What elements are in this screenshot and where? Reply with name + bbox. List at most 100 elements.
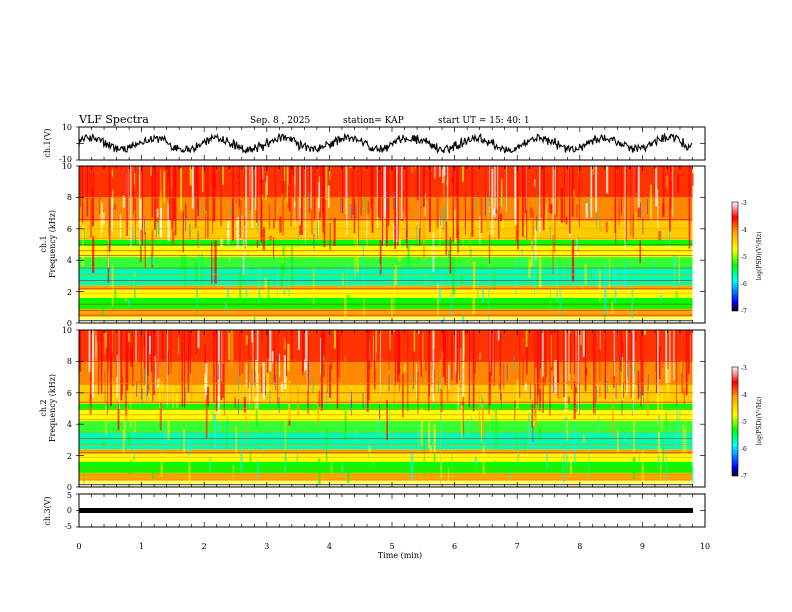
spec2-texture xyxy=(531,403,534,442)
spec2-texture xyxy=(662,446,664,465)
spec2-burst xyxy=(575,330,577,388)
spec1-texture xyxy=(82,225,84,267)
spec1-burst xyxy=(195,166,197,228)
spec1-dip xyxy=(393,192,395,208)
spec2-texture xyxy=(635,330,637,342)
spec2-texture xyxy=(254,396,257,422)
spec1-texture xyxy=(604,313,606,322)
spec2-texture xyxy=(499,381,501,389)
spec1-burst xyxy=(249,166,251,210)
spec2-burst xyxy=(522,330,524,386)
spec2-burst xyxy=(549,330,551,416)
spec2-burst xyxy=(220,330,223,401)
spec2-texture xyxy=(439,444,441,485)
spec2-texture xyxy=(329,364,332,398)
spec1-texture xyxy=(333,218,336,247)
spec2-texture xyxy=(582,330,585,357)
spec1-texture xyxy=(163,171,166,203)
spec2-texture xyxy=(151,467,155,480)
spec2-texture xyxy=(423,435,425,478)
spec2-burst xyxy=(323,330,325,378)
spec2-burst xyxy=(285,330,287,377)
spec1-dip xyxy=(387,194,388,210)
ch1-waveform-ticks xyxy=(76,126,706,161)
spec2-burst xyxy=(303,330,304,372)
spec1-texture xyxy=(425,170,427,201)
spec1-burst xyxy=(625,166,627,242)
spec1-dip xyxy=(189,223,191,240)
xtick-8: 8 xyxy=(577,542,582,551)
spec1-texture xyxy=(549,285,551,312)
spec2-texture xyxy=(211,436,213,445)
spec2-texture xyxy=(631,330,633,333)
spec2-texture xyxy=(361,330,364,344)
spec2-texture xyxy=(251,330,253,343)
spec1-burst xyxy=(563,166,565,223)
spec1-dip xyxy=(474,196,476,212)
spec2-dip xyxy=(265,379,266,396)
spec1-texture xyxy=(152,256,155,265)
spec1-burst xyxy=(92,166,94,227)
spec2-texture xyxy=(277,427,279,445)
spec2-texture xyxy=(103,441,106,447)
spec1-burst xyxy=(455,166,457,239)
ch2-spectrogram-panel: 10 8 6 4 2 0 xyxy=(62,326,706,492)
spec1-texture xyxy=(416,166,419,201)
spec1-burst xyxy=(554,166,556,214)
spec2-burst xyxy=(500,330,501,400)
spec1-burst xyxy=(484,166,486,217)
spec2-dip xyxy=(438,377,440,394)
spec2-burst xyxy=(519,330,521,398)
spec1-burst xyxy=(406,166,408,240)
spec2-texture xyxy=(464,330,467,336)
spec2-burst xyxy=(215,330,218,411)
spec2-texture xyxy=(417,330,420,335)
spec1-texture xyxy=(523,226,526,235)
spec2-texture xyxy=(105,405,107,436)
spec1-burst xyxy=(447,166,449,221)
spec2-texture xyxy=(573,381,576,420)
spec1-dip xyxy=(229,202,231,218)
spec2-burst xyxy=(273,330,276,383)
spec1-texture xyxy=(539,253,542,289)
spec1-texture xyxy=(227,220,230,245)
ch1-colorbar: -3 -4 -5 -6 -7 log(PSD)(V²/Hz) xyxy=(731,200,763,315)
spec2-dip xyxy=(412,375,414,392)
spec1-burst xyxy=(173,166,176,221)
spec2-texture xyxy=(676,407,678,448)
spec2-burst xyxy=(488,330,490,414)
spec1-texture xyxy=(559,288,561,317)
spec1-burst xyxy=(156,166,159,209)
spec1-burst xyxy=(346,166,348,236)
spec2-burst xyxy=(673,330,675,381)
spec1-burst xyxy=(342,166,344,214)
spec1-burst xyxy=(491,166,494,236)
spec2-dip xyxy=(513,356,515,372)
spec2-texture xyxy=(566,449,568,472)
spec1-texture xyxy=(111,265,114,307)
spec1-texture xyxy=(450,292,453,318)
spec1-dip xyxy=(443,215,445,232)
spec1-texture xyxy=(556,262,558,302)
spec1-texture xyxy=(552,235,554,275)
spec1-band xyxy=(79,290,693,298)
spec2-texture xyxy=(296,386,300,416)
spec1-burst xyxy=(620,166,623,215)
spec1-burst xyxy=(360,166,362,216)
spec1-dip xyxy=(669,229,670,245)
spec1-texture xyxy=(344,293,347,321)
ch2-ytick-6: 6 xyxy=(67,389,72,398)
spec2-burst xyxy=(412,330,414,389)
spec2-dip xyxy=(529,383,531,400)
spec2-texture xyxy=(285,437,287,466)
spec1-burst xyxy=(168,166,171,221)
spec2-texture xyxy=(528,412,531,445)
spec2-texture xyxy=(550,334,553,368)
spec1-texture xyxy=(550,203,553,214)
spec1-texture xyxy=(596,272,598,287)
spec2-dip xyxy=(615,382,617,399)
spec1-burst xyxy=(392,166,394,210)
spec2-burst xyxy=(539,330,541,412)
spec2-texture xyxy=(161,381,164,392)
